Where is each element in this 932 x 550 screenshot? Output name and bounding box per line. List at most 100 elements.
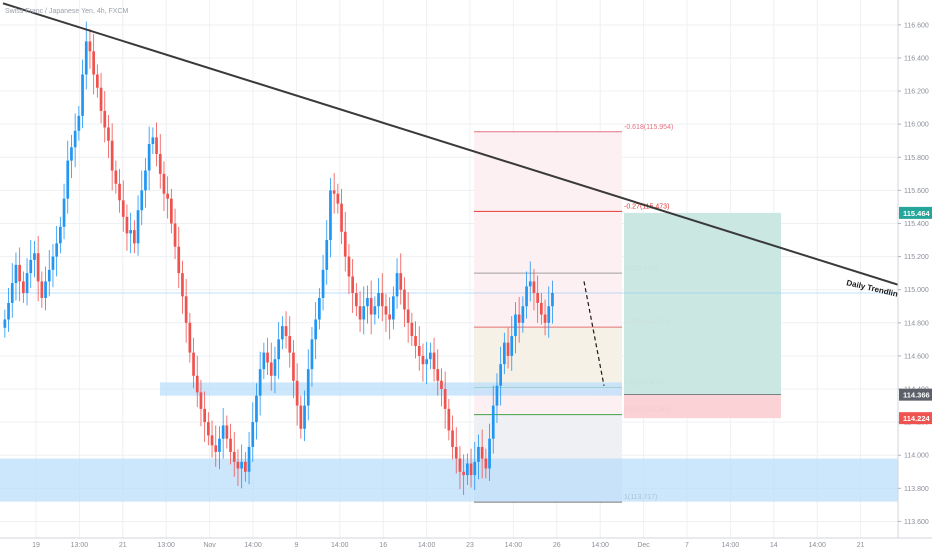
price-tick-label: 116.400 [904,55,929,62]
candle-body [284,326,288,337]
candle-body [147,144,151,171]
price-tick-label: 115.200 [904,254,929,261]
candle-body [314,319,317,340]
candle-body [114,170,118,184]
candle-body [244,461,247,472]
candle-body [436,369,440,381]
candle-body [517,314,521,323]
candle-body [84,41,88,75]
candle-body [551,293,554,307]
candle-body [473,461,477,476]
price-tick-label: 115.000 [904,287,929,294]
candle-body [443,389,447,409]
candle-body [266,352,269,363]
candle-body [62,198,66,227]
candle-body [306,369,310,406]
resistance-support-zone [160,382,622,396]
time-tick-label: 14:00 [244,542,262,549]
candle-body [214,445,218,452]
candle-body [299,405,303,429]
candle-body [10,283,14,303]
candle-body [3,319,7,328]
symbol-title: Swiss Franc / Japanese Yen, 4h, FXCM [5,8,129,15]
candle-body [207,422,210,436]
candle-body [373,306,377,315]
time-tick-label: 21 [857,542,865,549]
price-tick-label: 114.600 [904,353,929,360]
candle-body [351,276,354,294]
time-tick-label: Nov [203,542,216,549]
candle-body [321,269,325,298]
candle-body [188,322,192,353]
candle-body [310,339,314,370]
price-axis[interactable]: 116.600 116.400 116.200 116.000 115.800 115.6… [897,0,932,538]
candle-body [388,314,391,320]
candle-body [140,190,144,211]
candle-body [503,342,506,365]
candle-body [162,173,166,194]
candle-body [59,226,62,244]
candle-body [29,259,33,274]
price-tick-label: 116.600 [904,22,929,29]
price-tick-label: 115.800 [904,155,929,162]
price-tick-label: 116.000 [904,122,929,129]
support-zones[interactable] [0,382,898,502]
price-label-pill [899,206,932,219]
candle-body [88,41,92,52]
candle-body [136,210,140,244]
candle-body [303,405,306,429]
candle-body [151,137,155,145]
candle-body [129,230,132,234]
candle-body [536,293,539,303]
candle-body [110,140,114,171]
candle-body [451,430,454,447]
candle-body [406,309,410,323]
time-tick-label: 23 [466,542,474,549]
time-axis[interactable]: 19 13:00 21 13:00 Nov 14:00 9 14:00 16 14:00 23 14:… [0,537,932,550]
candle-body [25,273,29,294]
candle-body [484,458,488,469]
candle-body [521,306,525,323]
trendline-label: Daily Trendline [846,278,904,300]
candle-body [44,281,47,298]
candle-body [240,461,243,469]
candle-body [107,127,110,141]
candle-body [262,352,266,370]
trendline-line [2,2,899,286]
time-tick-label: 16 [379,542,387,549]
price-tick-label: 115.600 [904,188,929,195]
candle-body [70,147,73,161]
candle-body [103,110,107,128]
candle-body [414,336,417,346]
long-position-tool[interactable] [0,212,898,419]
candle-body [203,408,206,423]
candle-body [447,408,451,431]
candle-body [73,130,77,148]
time-tick-label: 14:00 [505,542,523,549]
candle-body [177,246,181,274]
candle-body [192,352,195,376]
price-tick-label: 113.600 [904,519,929,526]
time-tick-label: 14:00 [808,542,826,549]
candle-body [355,293,358,307]
candle-body [380,293,384,307]
candle-body [199,392,203,409]
candle-body [125,216,129,234]
candle-body [92,51,95,75]
projection-path[interactable] [583,281,605,386]
candle-body [170,198,173,224]
take-profit-zone [624,212,781,395]
candle-body [277,339,280,360]
price-tick-label: 114.000 [904,453,929,460]
candle-body [532,281,536,294]
candle-body [325,240,329,270]
candle-body [255,395,258,423]
projection-dashed-line [583,281,605,386]
fib-level-label: -0.618(115.954) [624,124,673,131]
candle-body [99,87,103,111]
candle-body [432,352,436,370]
candle-body [66,160,70,199]
time-axis-bg [0,538,932,550]
price-tick-label: 116.200 [904,89,929,96]
